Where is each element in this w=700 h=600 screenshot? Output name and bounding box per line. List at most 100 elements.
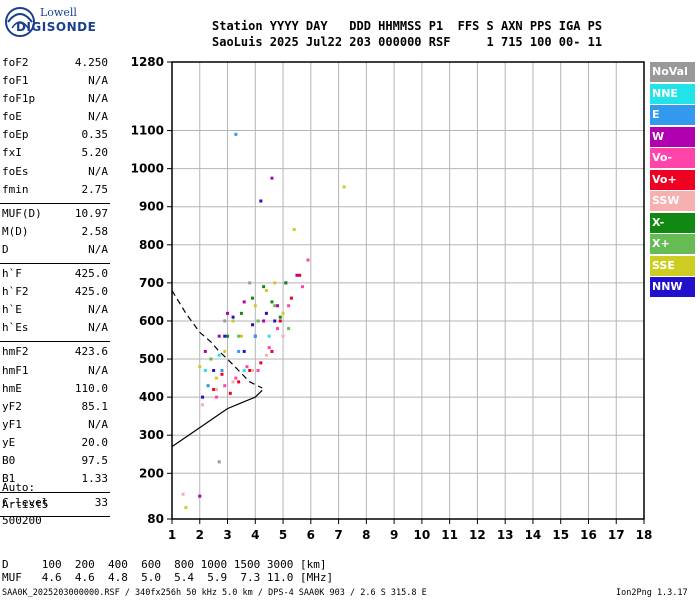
echo-point [284, 281, 288, 285]
legend-item: Vo+ [650, 169, 695, 190]
echo-point [264, 353, 268, 357]
param-row: h`E N/A [0, 303, 110, 321]
echo-point [237, 334, 241, 338]
echo-point [203, 349, 207, 353]
echo-point [264, 289, 268, 292]
y-tick-label: 400 [139, 390, 164, 404]
param-value: N/A [88, 74, 108, 88]
echo-point [226, 311, 230, 315]
echo-point [342, 185, 346, 189]
param-row: hmF2 423.6 [0, 345, 110, 363]
y-tick-label: 600 [139, 314, 164, 328]
echo-point [220, 372, 224, 376]
param-separator [0, 263, 110, 265]
x-tick-label: 12 [469, 528, 486, 542]
echo-point [256, 368, 260, 372]
x-tick-label: 10 [414, 528, 431, 542]
param-name: yF2 [2, 399, 22, 413]
echo-point [287, 304, 291, 308]
legend-item: SSE [650, 255, 695, 276]
autoscaler-name: Artist5 [2, 498, 49, 511]
param-name: foE [2, 110, 22, 124]
logo-text-lowell: Lowell [40, 6, 77, 19]
echo-point [300, 285, 304, 289]
param-name: B1 [2, 472, 16, 486]
echo-point [223, 319, 227, 323]
param-separator [0, 516, 110, 518]
param-name: foF1p [2, 92, 36, 106]
echo-point [251, 296, 255, 300]
param-row: C-level 33 [0, 496, 110, 514]
x-tick-label: 1 [168, 528, 176, 542]
echo-point [231, 380, 235, 384]
param-separator [0, 492, 110, 494]
param-row: hmF1 N/A [0, 364, 110, 382]
echo-point [292, 228, 296, 232]
echo-point [295, 273, 299, 277]
param-name: yF1 [2, 417, 22, 431]
param-separator [0, 202, 110, 204]
echo-point [212, 388, 216, 392]
param-value: 110.0 [74, 381, 108, 395]
param-row: hmE 110.0 [0, 382, 110, 400]
legend-item: SSW [650, 191, 695, 211]
echo-point [201, 395, 205, 399]
echo-point [214, 388, 218, 392]
x-tick-label: 14 [525, 528, 542, 542]
echo-point [278, 319, 282, 323]
param-name: M(D) [2, 224, 29, 238]
echo-point [184, 506, 188, 510]
echo-point [253, 334, 257, 338]
param-value: 20.0 [81, 435, 109, 449]
echo-point [239, 334, 243, 338]
echo-point [267, 334, 271, 338]
param-value: 2.75 [81, 182, 109, 196]
echo-point [276, 304, 280, 308]
x-tick-label: 5 [279, 528, 287, 542]
echo-point [273, 319, 277, 323]
x-tick-label: 9 [390, 528, 398, 542]
x-tick-label: 4 [251, 528, 259, 542]
muf-frequency-row: MUF 4.6 4.6 4.8 5.0 5.4 5.9 7.3 11.0 [MH… [2, 571, 334, 584]
auto-label: Auto: [2, 481, 36, 494]
logo-text-digisonde: DIGISONDE [16, 20, 97, 34]
echo-point [248, 281, 252, 285]
echo-point [223, 349, 227, 353]
echo-point [273, 281, 277, 285]
echo-point [226, 334, 230, 338]
echo-point [289, 296, 293, 300]
param-row: foF1 N/A [0, 74, 110, 92]
param-row: M(D) 2.58 [0, 225, 110, 243]
param-value: N/A [88, 417, 108, 431]
legend-item: Vo- [650, 148, 695, 168]
param-name: fmin [2, 182, 29, 196]
header-values: SaoLuis 2025 Jul22 203 000000 RSF 1 715 … [212, 35, 603, 49]
y-tick-label: 500 [139, 352, 164, 366]
echo-point [281, 334, 285, 338]
muf-distance-row: D 100 200 400 600 800 1000 1500 3000 [km… [2, 558, 327, 571]
y-tick-label: 300 [139, 428, 164, 442]
param-name: MUF(D) [2, 206, 42, 220]
echo-point [198, 494, 202, 498]
header-columns: Station YYYY DAY DDD HHMMSS P1 FFS S AXN… [212, 19, 603, 33]
echo-point [281, 311, 285, 315]
y-tick-label: 1100 [131, 124, 164, 138]
param-value: N/A [88, 363, 108, 377]
echo-point [287, 327, 291, 331]
echo-point [248, 368, 252, 372]
echo-point [217, 460, 221, 464]
param-value: 85.1 [81, 399, 109, 413]
param-row: yF1 N/A [0, 418, 110, 436]
legend-item: W [650, 126, 695, 147]
x-tick-label: 7 [334, 528, 342, 542]
param-name: h`E [2, 303, 22, 317]
x-tick-label: 13 [497, 528, 514, 542]
echo-point [234, 132, 238, 136]
y-tick-label: 700 [139, 276, 164, 290]
echo-point [270, 176, 274, 180]
param-name: hmF1 [2, 363, 29, 377]
param-row: fxI 5.20 [0, 146, 110, 164]
y-tick-label: 1280 [131, 55, 164, 69]
param-value: N/A [88, 303, 108, 317]
scaled-parameters-panel: foF2 4.250 foF1 N/A foF1p N/A foE N/A foEp 0.35 fx… [0, 56, 110, 520]
